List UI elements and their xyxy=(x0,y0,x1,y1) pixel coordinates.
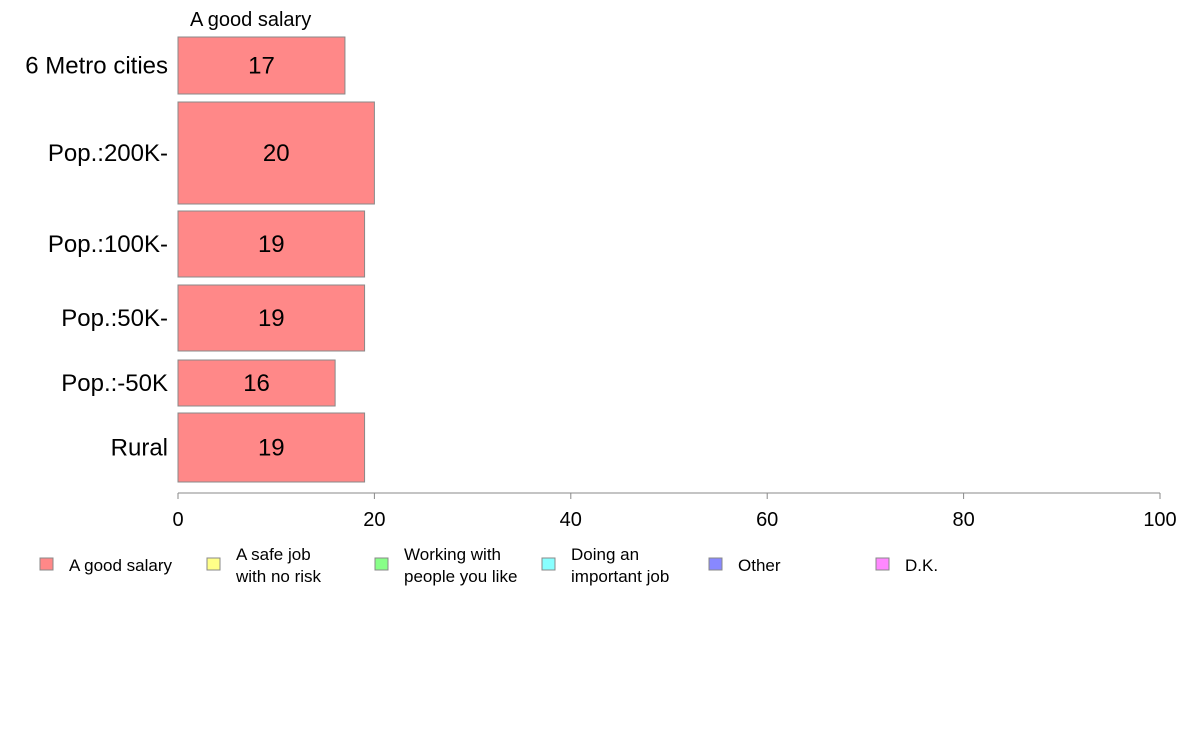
legend-label: Working with xyxy=(404,545,501,564)
x-tick-label: 0 xyxy=(172,509,183,531)
legend-label: with no risk xyxy=(235,567,322,586)
bar-value-label: 20 xyxy=(263,140,290,167)
legend-label: A safe job xyxy=(236,545,311,564)
legend-label: people you like xyxy=(404,567,517,586)
series-title: A good salary xyxy=(190,9,311,31)
legend-label: important job xyxy=(571,567,669,586)
bar xyxy=(177,284,366,352)
bar-value-label: 16 xyxy=(243,370,270,397)
legend-item: A safe job with no risk xyxy=(206,545,322,586)
bar xyxy=(177,36,346,95)
x-axis: 0 20 40 60 80 100 xyxy=(172,492,1177,531)
category-label: Pop.:-50K xyxy=(61,370,168,397)
legend-item: A good salary xyxy=(39,556,173,575)
category-label: 6 Metro cities xyxy=(25,53,168,80)
bar xyxy=(177,359,336,407)
legend-swatch xyxy=(206,557,221,571)
legend-label: Other xyxy=(738,556,781,575)
legend: A good salary A safe job with no risk Worki… xyxy=(39,545,938,586)
legend-swatch xyxy=(39,557,54,571)
legend-item: D.K. xyxy=(875,556,938,575)
legend-swatch xyxy=(541,557,556,571)
bar-value-label: 19 xyxy=(258,435,285,462)
bar-value-label: 17 xyxy=(248,53,275,80)
x-tick-label: 40 xyxy=(560,509,582,531)
category-label: Pop.:100K- xyxy=(48,231,168,258)
legend-label: D.K. xyxy=(905,556,938,575)
bar xyxy=(177,101,375,205)
legend-item: Working with people you like xyxy=(374,545,517,586)
legend-item: Other xyxy=(708,556,781,575)
bar-value-label: 19 xyxy=(258,231,285,258)
bar-value-label: 19 xyxy=(258,305,285,332)
bars-group: 17 20 19 19 16 19 xyxy=(177,36,375,483)
category-label: Pop.:200K- xyxy=(48,140,168,167)
legend-label: A good salary xyxy=(69,556,173,575)
legend-swatch xyxy=(875,557,890,571)
category-label: Rural xyxy=(111,435,168,462)
bar xyxy=(177,412,366,483)
bar xyxy=(177,210,366,278)
legend-swatch xyxy=(708,557,723,571)
x-tick-label: 100 xyxy=(1143,509,1176,531)
legend-swatch xyxy=(374,557,389,571)
legend-label: Doing an xyxy=(571,545,639,564)
x-tick-label: 80 xyxy=(952,509,974,531)
x-tick-label: 20 xyxy=(363,509,385,531)
x-tick-label: 60 xyxy=(756,509,778,531)
category-labels: 6 Metro cities Pop.:200K- Pop.:100K- Pop.:5… xyxy=(25,53,168,462)
legend-item: Doing an important job xyxy=(541,545,669,586)
category-label: Pop.:50K- xyxy=(61,305,168,332)
